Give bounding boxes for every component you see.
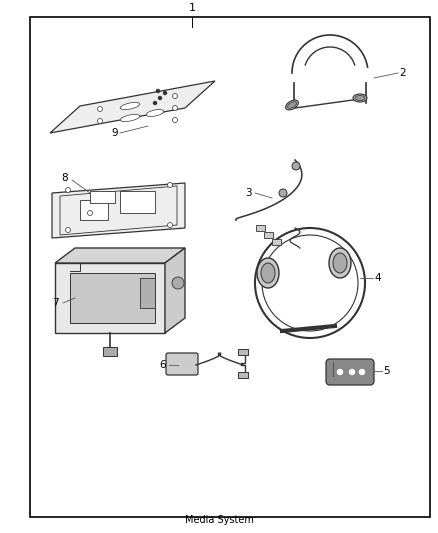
Text: Media System: Media System (184, 515, 254, 525)
Bar (238, 372, 248, 378)
Ellipse shape (120, 102, 140, 110)
Text: 2: 2 (400, 68, 406, 78)
Circle shape (338, 369, 343, 375)
Polygon shape (165, 248, 185, 333)
Circle shape (98, 118, 102, 124)
Circle shape (360, 369, 364, 375)
Bar (103, 347, 117, 356)
Text: 8: 8 (62, 173, 68, 183)
Text: 1: 1 (188, 3, 195, 13)
Circle shape (88, 211, 92, 215)
Polygon shape (52, 183, 185, 238)
Circle shape (173, 93, 177, 99)
Polygon shape (55, 263, 165, 333)
Circle shape (292, 162, 300, 170)
Circle shape (279, 189, 287, 197)
Bar (238, 349, 248, 355)
Text: 3: 3 (245, 188, 251, 198)
Text: 4: 4 (374, 273, 381, 283)
Ellipse shape (287, 102, 297, 108)
Circle shape (66, 228, 71, 232)
Ellipse shape (146, 109, 164, 117)
Circle shape (66, 188, 71, 192)
Ellipse shape (257, 258, 279, 288)
FancyBboxPatch shape (166, 353, 198, 375)
Bar (264, 232, 273, 238)
Bar (80, 200, 108, 220)
Circle shape (156, 90, 159, 93)
Polygon shape (70, 273, 155, 323)
Ellipse shape (333, 253, 347, 273)
Ellipse shape (120, 115, 140, 122)
Circle shape (163, 92, 166, 94)
Ellipse shape (353, 94, 367, 102)
Circle shape (173, 106, 177, 110)
Polygon shape (55, 248, 185, 263)
Circle shape (98, 107, 102, 111)
Ellipse shape (355, 95, 365, 101)
Circle shape (350, 369, 354, 375)
Ellipse shape (329, 248, 351, 278)
Circle shape (153, 101, 156, 104)
Circle shape (167, 222, 173, 228)
Circle shape (167, 182, 173, 188)
Circle shape (173, 117, 177, 123)
Bar (272, 239, 281, 245)
Text: 6: 6 (160, 360, 166, 370)
Bar (140, 278, 155, 308)
Polygon shape (50, 81, 215, 133)
Circle shape (159, 96, 162, 100)
Text: 7: 7 (52, 298, 58, 308)
Circle shape (172, 277, 184, 289)
Ellipse shape (261, 263, 275, 283)
Bar (120, 191, 155, 213)
Ellipse shape (286, 100, 298, 110)
Bar (256, 225, 265, 231)
FancyBboxPatch shape (326, 359, 374, 385)
Bar (90, 191, 115, 203)
Text: 5: 5 (384, 366, 390, 376)
Text: 9: 9 (112, 128, 118, 138)
